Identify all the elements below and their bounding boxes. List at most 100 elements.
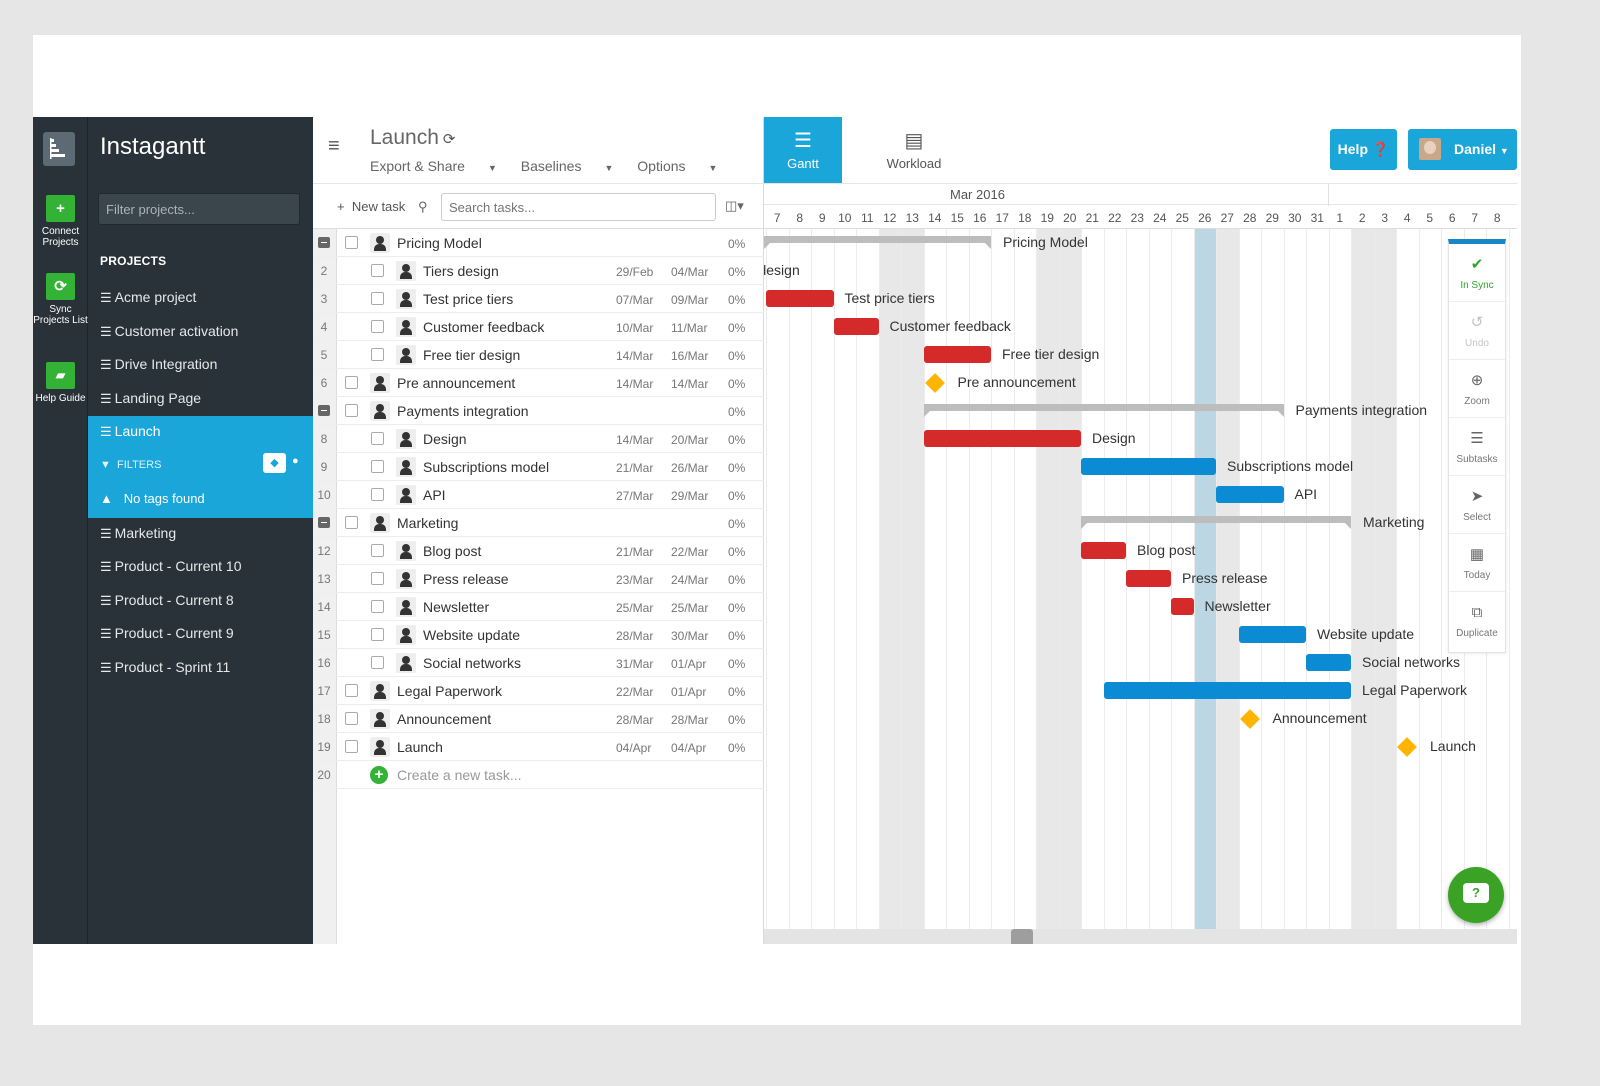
assignee-avatar-icon[interactable]	[396, 457, 416, 477]
table-row[interactable]: Payments integration 0%	[313, 397, 764, 425]
filters-toggle[interactable]: ▼ FILTERS	[100, 459, 161, 471]
task-end-date[interactable]: 14/Mar	[671, 377, 709, 391]
table-row[interactable]: 14 Newsletter 25/Mar 25/Mar 0%	[313, 593, 764, 621]
assignee-avatar-icon[interactable]	[396, 485, 416, 505]
task-checkbox[interactable]	[371, 544, 384, 557]
task-start-date[interactable]: 14/Mar	[616, 377, 654, 391]
assignee-avatar-icon[interactable]	[396, 653, 416, 673]
subtasks-button[interactable]: ☰ Subtasks	[1449, 418, 1505, 476]
options-menu[interactable]: Options ▼	[637, 158, 717, 174]
scrollbar-thumb[interactable]	[1011, 929, 1033, 944]
task-checkbox[interactable]	[345, 684, 358, 697]
task-end-date[interactable]: 01/Apr	[671, 685, 707, 699]
search-tasks-input[interactable]	[441, 193, 716, 221]
milestone-diamond[interactable]	[1239, 709, 1260, 729]
task-start-date[interactable]: 29/Feb	[616, 265, 654, 279]
help-guide-button[interactable]: ▰ Help Guide	[33, 362, 88, 404]
assignee-avatar-icon[interactable]	[396, 345, 416, 365]
milestone-diamond[interactable]	[1397, 737, 1417, 757]
task-start-date[interactable]: 31/Mar	[616, 657, 654, 671]
task-start-date[interactable]: 22/Mar	[616, 685, 654, 699]
gantt-canvas[interactable]: Pricing Model Tiers design Test price tier…	[764, 229, 1517, 929]
task-checkbox[interactable]	[371, 348, 384, 361]
group-bar[interactable]	[923, 404, 1284, 417]
task-name[interactable]: Design	[423, 431, 467, 447]
task-checkbox[interactable]	[345, 516, 358, 529]
sync-projects-button[interactable]: ⟳ Sync Projects List	[33, 273, 88, 326]
assignee-avatar-icon[interactable]	[370, 513, 390, 533]
milestone-diamond[interactable]	[924, 373, 945, 393]
task-name[interactable]: Subscriptions model	[423, 459, 550, 475]
task-start-date[interactable]: 21/Mar	[616, 545, 654, 559]
collapse-icon[interactable]	[318, 405, 330, 416]
task-end-date[interactable]: 22/Mar	[671, 545, 709, 559]
sidebar-item-landing-page[interactable]: ☰ Landing Page	[88, 382, 313, 415]
task-checkbox[interactable]	[371, 572, 384, 585]
task-checkbox[interactable]	[371, 460, 384, 473]
task-name[interactable]: Announcement	[397, 711, 492, 727]
task-start-date[interactable]: 21/Mar	[616, 461, 654, 475]
task-checkbox[interactable]	[371, 656, 384, 669]
baselines-menu[interactable]: Baselines ▼	[521, 158, 614, 174]
task-name[interactable]: Website update	[423, 627, 521, 643]
task-bar[interactable]	[1103, 682, 1351, 699]
support-chat-button[interactable]: ?	[1448, 867, 1504, 923]
task-progress[interactable]: 0%	[728, 461, 746, 475]
instagantt-logo-icon[interactable]	[43, 132, 75, 166]
task-bar[interactable]	[833, 318, 879, 335]
task-end-date[interactable]: 24/Mar	[671, 573, 709, 587]
table-row[interactable]: 18 Announcement 28/Mar 28/Mar 0%	[313, 705, 764, 733]
collapse-icon[interactable]	[318, 237, 330, 248]
task-name[interactable]: Payments integration	[397, 403, 529, 419]
task-end-date[interactable]: 30/Mar	[671, 629, 709, 643]
task-progress[interactable]: 0%	[728, 713, 746, 727]
task-bar[interactable]	[1081, 542, 1126, 559]
task-name[interactable]: API	[423, 487, 446, 503]
task-progress[interactable]: 0%	[728, 433, 746, 447]
task-name[interactable]: Tiers design	[423, 263, 499, 279]
task-start-date[interactable]: 28/Mar	[616, 713, 654, 727]
task-progress[interactable]: 0%	[728, 321, 746, 335]
task-progress[interactable]: 0%	[728, 489, 746, 503]
filter-projects-input[interactable]: Filter projects...	[98, 193, 300, 225]
task-progress[interactable]: 0%	[728, 657, 746, 671]
task-progress[interactable]: 0%	[728, 573, 746, 587]
task-end-date[interactable]: 09/Mar	[671, 293, 709, 307]
task-progress[interactable]: 0%	[728, 405, 746, 419]
tab-workload[interactable]: ▤ Workload	[874, 117, 954, 183]
assignee-avatar-icon[interactable]	[396, 541, 416, 561]
task-end-date[interactable]: 16/Mar	[671, 349, 709, 363]
task-progress[interactable]: 0%	[728, 377, 746, 391]
sidebar-item-acme-project[interactable]: ☰ Acme project	[88, 281, 313, 314]
task-name[interactable]: Launch	[397, 739, 443, 755]
user-filter-icon[interactable]: ●	[292, 455, 299, 467]
task-progress[interactable]: 0%	[728, 265, 746, 279]
task-bar[interactable]	[923, 430, 1081, 447]
task-start-date[interactable]: 14/Mar	[616, 349, 654, 363]
assignee-avatar-icon[interactable]	[370, 709, 390, 729]
connect-projects-button[interactable]: + Connect Projects	[33, 195, 88, 248]
task-checkbox[interactable]	[345, 712, 358, 725]
create-task-row[interactable]: 20 + Create a new task...	[313, 761, 764, 789]
task-name[interactable]: Legal Paperwork	[397, 683, 503, 699]
task-end-date[interactable]: 28/Mar	[671, 713, 709, 727]
task-progress[interactable]: 0%	[728, 237, 746, 251]
table-row[interactable]: 4 Customer feedback 10/Mar 11/Mar 0%	[313, 313, 764, 341]
hamburger-menu-icon[interactable]: ≡	[328, 135, 340, 157]
assignee-avatar-icon[interactable]	[370, 373, 390, 393]
assignee-avatar-icon[interactable]	[396, 289, 416, 309]
task-end-date[interactable]: 04/Apr	[671, 741, 707, 755]
assignee-avatar-icon[interactable]	[370, 681, 390, 701]
task-checkbox[interactable]	[345, 376, 358, 389]
task-start-date[interactable]: 07/Mar	[616, 293, 654, 307]
task-end-date[interactable]: 25/Mar	[671, 601, 709, 615]
task-progress[interactable]: 0%	[728, 545, 746, 559]
sidebar-item-drive-integration[interactable]: ☰ Drive Integration	[88, 348, 313, 381]
task-start-date[interactable]: 10/Mar	[616, 321, 654, 335]
assignee-avatar-icon[interactable]	[396, 569, 416, 589]
refresh-icon[interactable]: ⟳	[442, 131, 456, 148]
task-start-date[interactable]: 04/Apr	[616, 741, 652, 755]
task-bar[interactable]	[1171, 598, 1194, 615]
task-end-date[interactable]: 04/Mar	[671, 265, 709, 279]
assignee-avatar-icon[interactable]	[396, 597, 416, 617]
